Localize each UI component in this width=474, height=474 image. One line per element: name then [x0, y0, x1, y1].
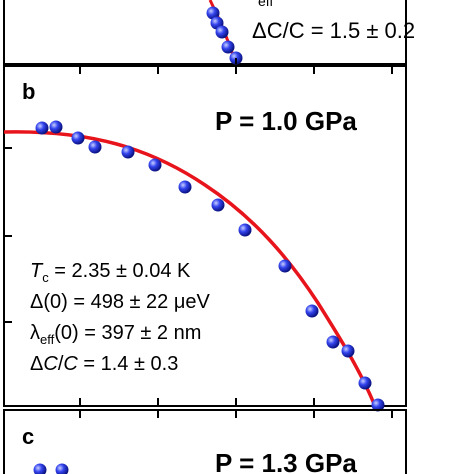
panel-b-pressure: P = 1.0 GPa	[215, 106, 357, 136]
panel-b-data-point	[238, 223, 252, 237]
panel-c-frame	[3, 409, 407, 474]
panel-b-data-point	[148, 158, 162, 172]
panel-b-data-point	[178, 180, 192, 194]
param-lambda: λeff(0) = 397 ± 2 nm	[30, 322, 201, 347]
panel-b-data-point	[121, 145, 135, 159]
panel-b-data-point	[358, 376, 372, 390]
panel-c-data-point	[55, 463, 69, 474]
panel-c-pressure: P = 1.3 GPa	[215, 448, 357, 474]
panel-c-data-point	[33, 463, 47, 474]
panel-b-letter: b	[22, 79, 35, 104]
panel-b-points	[35, 120, 385, 412]
panel-c: c P = 1.3 GPa	[3, 409, 407, 474]
panel-a-frame	[3, 0, 407, 65]
panel-b-data-point	[211, 198, 225, 212]
panel-a-data-point	[215, 25, 229, 39]
panel-b-data-point	[341, 344, 355, 358]
param-delta0: Δ(0) = 498 ± 22 μeV	[30, 291, 211, 313]
panel-b-data-point	[49, 120, 63, 134]
panel-b-params: Tc = 2.35 ± 0.04 K Δ(0) = 498 ± 22 μeV λ…	[30, 260, 211, 375]
panel-b-data-point	[305, 304, 319, 318]
panel-a: eff ΔC/C = 1.5 ± 0.2	[3, 0, 415, 65]
panel-b-data-point	[35, 121, 49, 135]
param-tc: Tc = 2.35 ± 0.04 K	[30, 260, 191, 285]
panel-b-data-point	[371, 398, 385, 412]
panel-b-data-point	[71, 131, 85, 145]
panel-c-letter: c	[22, 424, 34, 449]
panel-a-points	[206, 6, 243, 65]
panel-a-cut-label: eff	[258, 0, 273, 9]
panel-b-data-point	[326, 335, 340, 349]
param-deltaC: ΔC/C = 1.4 ± 0.3	[30, 353, 178, 375]
panel-b: b P = 1.0 GPa Tc = 2.35 ± 0.04 K Δ(0) = …	[3, 65, 407, 412]
panel-b-data-point	[88, 140, 102, 154]
panel-b-data-point	[278, 259, 292, 273]
panel-a-data-point	[221, 40, 235, 54]
panel-b-fit-curve	[3, 130, 377, 407]
panel-c-points	[33, 463, 69, 474]
panel-a-deltaC: ΔC/C = 1.5 ± 0.2	[252, 18, 415, 43]
panel-a-data-point	[206, 6, 220, 20]
